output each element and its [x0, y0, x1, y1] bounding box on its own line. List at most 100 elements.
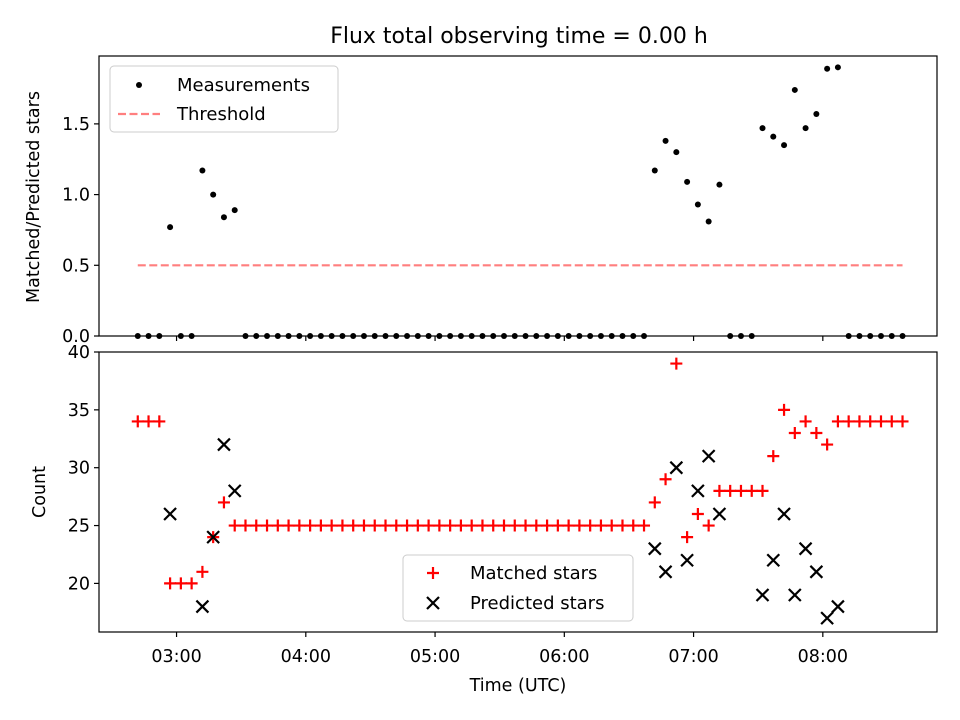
measurement-point: [651, 167, 658, 174]
bottom-y-tick-label: 20: [68, 574, 90, 594]
matched-star-point: [454, 519, 467, 532]
matched-star-point: [885, 415, 898, 428]
predicted-star-point: [798, 541, 813, 556]
matched-star-point: [153, 415, 166, 428]
predicted-star-point: [701, 449, 716, 463]
predicted-star-point: [788, 588, 802, 602]
matched-star-point: [497, 519, 510, 532]
predicted-star-point: [217, 437, 231, 452]
matched-star-point: [379, 519, 392, 532]
matched-star-point: [530, 519, 543, 532]
matched-star-point: [357, 519, 370, 532]
bottom-y-tick-label: 25: [68, 517, 90, 537]
measurement-point: [694, 201, 701, 208]
predicted-star-point: [809, 565, 824, 579]
x-tick-label: 05:00: [410, 647, 460, 667]
matched-star-point: [745, 484, 758, 497]
matched-star-point: [314, 519, 327, 532]
bottom-y-tick-label: 35: [68, 401, 90, 421]
matched-star-point: [239, 519, 252, 532]
measurement-point: [662, 137, 669, 144]
matched-star-point: [508, 519, 521, 532]
predicted-star-point: [669, 460, 684, 475]
top-axes-frame: [98, 55, 938, 337]
matched-star-point: [196, 565, 209, 578]
matched-star-point: [336, 519, 349, 532]
predicted-star-point: [227, 484, 242, 498]
matched-star-point: [228, 519, 241, 532]
top-x-ticks: [175, 336, 824, 341]
matched-star-point: [487, 519, 500, 532]
predicted-star-point: [163, 507, 177, 521]
matched-star-point: [648, 496, 661, 509]
predicted-star-point: [658, 565, 673, 579]
top-y-tick-label: 0.0: [62, 327, 90, 347]
matched-star-point: [627, 519, 640, 532]
top-panel: 0.0 0.5 1.0 1.5 Matched/Predicted stars Mea…: [24, 55, 938, 347]
measurement-point: [199, 167, 206, 174]
bottom-y-tick-label: 40: [68, 343, 90, 363]
matched-star-point: [767, 450, 780, 463]
x-tick-label: 03:00: [151, 647, 201, 667]
measurement-point: [705, 218, 712, 225]
legend-measurements-marker: [136, 82, 142, 88]
matched-star-point: [810, 426, 823, 439]
matched-star-point: [142, 415, 155, 428]
matched-star-point: [174, 577, 187, 590]
top-y-tick-label: 1.0: [62, 186, 90, 206]
top-legend-box: [109, 65, 339, 133]
matched-star-point: [422, 519, 435, 532]
matched-star-point: [821, 438, 834, 451]
predicted-star-point: [680, 553, 694, 568]
matched-star-point: [896, 415, 909, 428]
predicted-star-point: [831, 599, 845, 614]
matched-star-point: [864, 415, 877, 428]
matched-star-point: [390, 519, 403, 532]
matched-star-point: [842, 415, 855, 428]
legend-threshold-label: Threshold: [176, 104, 266, 125]
legend-matched-marker: [427, 567, 439, 579]
matched-star-point: [433, 519, 446, 532]
measurement-point: [210, 191, 217, 198]
matched-star-point: [691, 507, 704, 520]
matched-star-point: [756, 484, 769, 497]
matched-star-point: [853, 415, 866, 428]
matched-star-point: [616, 519, 629, 532]
measurement-point: [673, 149, 680, 156]
matched-star-point: [368, 519, 381, 532]
measurement-point: [781, 142, 788, 149]
x-tick-label: 07:00: [668, 647, 718, 667]
measurement-point: [824, 65, 831, 72]
bottom-x-ticks: 03:00 04:00 05:00 06:00 07:00 08:00: [151, 632, 848, 667]
predicted-star-point: [206, 530, 220, 544]
matched-star-point: [713, 484, 726, 497]
measurement-point: [834, 64, 841, 71]
x-tick-label: 08:00: [798, 647, 848, 667]
matched-star-point: [541, 519, 554, 532]
matched-star-point: [778, 403, 791, 416]
matched-star-point: [347, 519, 360, 532]
measurement-point: [684, 178, 691, 185]
matched-star-point: [551, 519, 564, 532]
top-y-ticks: 0.0 0.5 1.0 1.5: [62, 115, 99, 347]
matched-star-point: [788, 426, 801, 439]
bottom-y-ticks: 20 25 30 35 40: [68, 343, 99, 594]
legend-predicted-marker: [426, 596, 440, 610]
measurement-point: [802, 125, 809, 132]
predicted-star-point: [712, 507, 727, 521]
predicted-star-point: [755, 588, 770, 602]
x-tick-label: 04:00: [281, 647, 331, 667]
matched-star-point: [131, 415, 144, 428]
matched-star-point: [584, 519, 597, 532]
bottom-series: [131, 357, 909, 625]
matched-star-point: [444, 519, 457, 532]
bottom-axes-frame: [98, 351, 938, 633]
matched-star-point: [594, 519, 607, 532]
bottom-legend-box: [402, 554, 634, 622]
matched-star-point: [411, 519, 424, 532]
matched-star-point: [659, 473, 672, 486]
measurement-point: [716, 181, 723, 188]
matched-star-point: [164, 577, 177, 590]
measurement-point: [220, 214, 227, 221]
matched-star-point: [799, 415, 812, 428]
